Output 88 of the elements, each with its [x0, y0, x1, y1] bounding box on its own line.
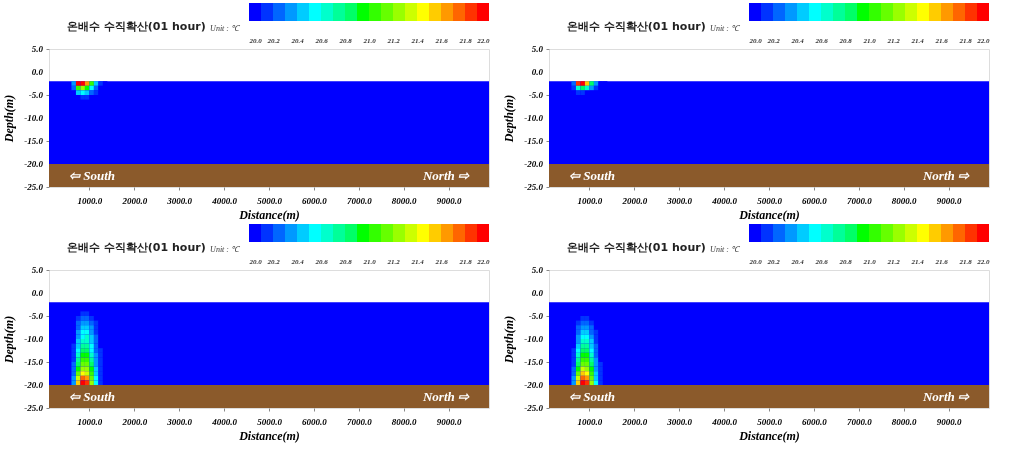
- x-tick-label: 4000.0: [211, 195, 238, 206]
- y-tick-label: -20.0: [24, 380, 44, 390]
- color-bar-title: Unit : ℃: [210, 24, 241, 33]
- y-tick-label: -20.0: [524, 159, 544, 169]
- color-bar-title: Unit : ℃: [210, 245, 241, 254]
- y-tick-label: -25.0: [24, 182, 44, 192]
- y-tick-label: -20.0: [524, 380, 544, 390]
- x-tick-label: 7000.0: [846, 416, 873, 427]
- y-tick-label: -25.0: [524, 403, 544, 413]
- y-tick-label: 0.0: [31, 67, 44, 77]
- x-tick-label: 5000.0: [757, 195, 783, 206]
- x-tick-label: 5000.0: [757, 416, 783, 427]
- y-axis-title: Depth(m): [502, 94, 516, 144]
- x-tick-label: 3000.0: [166, 195, 193, 206]
- annotation: North ⇨: [921, 388, 970, 404]
- y-tick-label: -25.0: [524, 182, 544, 192]
- x-tick-label: 8000.0: [391, 416, 418, 427]
- y-tick-label: -15.0: [524, 357, 544, 367]
- x-tick-label: 3000.0: [166, 416, 193, 427]
- chart-title: 온배수 수직확산(01 hour): [67, 20, 206, 33]
- x-tick-label: 2000.0: [121, 416, 148, 427]
- annotation: North ⇨: [421, 167, 470, 183]
- x-tick-label: 7000.0: [346, 195, 373, 206]
- x-tick-label: 5000.0: [257, 416, 283, 427]
- annotation: ⇦ South: [69, 167, 116, 183]
- x-axis-title: Distance(m): [238, 428, 300, 443]
- x-tick-label: 9000.0: [936, 416, 962, 427]
- chart-title: 온배수 수직확산(01 hour): [567, 20, 706, 33]
- y-tick-label: -10.0: [524, 113, 544, 123]
- y-axis-title: Depth(m): [502, 315, 516, 365]
- y-tick-label: -5.0: [28, 90, 44, 100]
- x-tick-label: 1000.0: [77, 195, 103, 206]
- x-tick-label: 8000.0: [891, 416, 918, 427]
- x-axis-title: Distance(m): [238, 207, 300, 222]
- y-tick-label: -5.0: [28, 311, 44, 321]
- annotation: ⇦ South: [69, 388, 116, 404]
- x-tick-label: 1000.0: [577, 416, 603, 427]
- y-tick-label: 5.0: [31, 265, 44, 275]
- y-tick-label: -25.0: [24, 403, 44, 413]
- x-tick-label: 7000.0: [846, 195, 873, 206]
- chart-title: 온배수 수직확산(01 hour): [567, 241, 706, 254]
- x-tick-label: 9000.0: [436, 416, 462, 427]
- x-tick-label: 1000.0: [577, 195, 603, 206]
- x-tick-label: 6000.0: [302, 195, 328, 206]
- x-tick-label: 6000.0: [302, 416, 328, 427]
- y-tick-label: 0.0: [531, 288, 544, 298]
- x-tick-label: 4000.0: [711, 416, 738, 427]
- annotation: North ⇨: [921, 167, 970, 183]
- color-bar-title: Unit : ℃: [710, 245, 741, 254]
- y-axis-title: Depth(m): [2, 94, 16, 144]
- annotation: ⇦ South: [569, 167, 616, 183]
- y-tick-label: -10.0: [524, 334, 544, 344]
- annotation: North ⇨: [421, 388, 470, 404]
- y-tick-label: -15.0: [524, 136, 544, 146]
- y-tick-label: 5.0: [531, 265, 544, 275]
- x-tick-label: 5000.0: [257, 195, 283, 206]
- y-tick-label: -10.0: [24, 334, 44, 344]
- color-bar-title: Unit : ℃: [710, 24, 741, 33]
- x-tick-label: 3000.0: [666, 416, 693, 427]
- x-tick-label: 9000.0: [936, 195, 962, 206]
- y-tick-label: -15.0: [24, 136, 44, 146]
- x-tick-label: 8000.0: [391, 195, 418, 206]
- y-tick-label: 5.0: [31, 44, 44, 54]
- y-axis-title: Depth(m): [2, 315, 16, 365]
- x-tick-label: 8000.0: [891, 195, 918, 206]
- y-tick-label: -5.0: [528, 90, 544, 100]
- chart-title: 온배수 수직확산(01 hour): [67, 241, 206, 254]
- x-tick-label: 4000.0: [711, 195, 738, 206]
- x-tick-label: 1000.0: [77, 416, 103, 427]
- x-tick-label: 7000.0: [346, 416, 373, 427]
- x-axis-title: Distance(m): [738, 207, 800, 222]
- y-tick-label: -10.0: [24, 113, 44, 123]
- x-tick-label: 6000.0: [802, 416, 828, 427]
- y-tick-label: 0.0: [31, 288, 44, 298]
- y-tick-label: -15.0: [24, 357, 44, 367]
- y-tick-label: 5.0: [531, 44, 544, 54]
- y-tick-label: 0.0: [531, 67, 544, 77]
- x-tick-label: 4000.0: [211, 416, 238, 427]
- x-tick-label: 2000.0: [621, 195, 648, 206]
- annotation: ⇦ South: [569, 388, 616, 404]
- x-tick-label: 9000.0: [436, 195, 462, 206]
- x-tick-label: 3000.0: [666, 195, 693, 206]
- x-tick-label: 6000.0: [802, 195, 828, 206]
- x-tick-label: 2000.0: [121, 195, 148, 206]
- y-tick-label: -5.0: [528, 311, 544, 321]
- y-tick-label: -20.0: [24, 159, 44, 169]
- x-axis-title: Distance(m): [738, 428, 800, 443]
- x-tick-label: 2000.0: [621, 416, 648, 427]
